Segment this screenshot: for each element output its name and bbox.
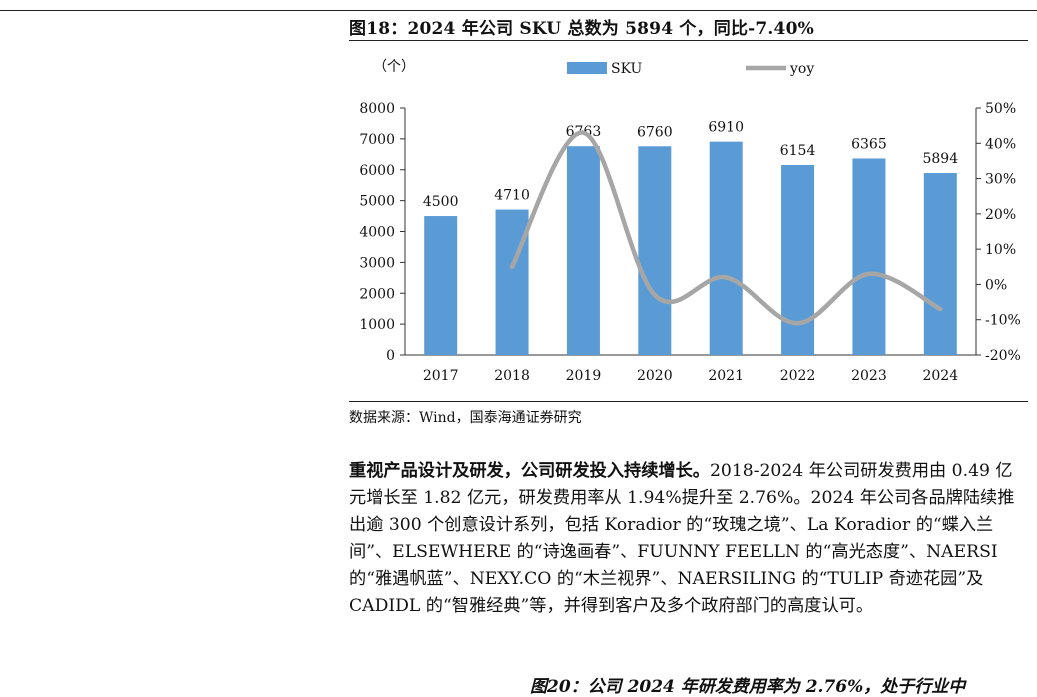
x-tick-label: 2023 bbox=[851, 368, 887, 384]
y-tick-label: 1000 bbox=[359, 317, 395, 333]
y-tick-label: 3000 bbox=[359, 255, 395, 271]
bar-data-label: 6760 bbox=[637, 124, 673, 140]
sku-chart: 0 1000 2000 3000 4000 5000 6000 7000 8000 -20% -10… bbox=[349, 41, 1030, 399]
bar-data-label: 6154 bbox=[780, 143, 816, 159]
sku-bar bbox=[495, 209, 529, 355]
sku-bar bbox=[852, 158, 886, 355]
sku-bar bbox=[709, 141, 743, 355]
yoy-line bbox=[509, 130, 943, 326]
sku-bar bbox=[566, 146, 600, 355]
source-note: 数据来源：Wind，国泰海通证券研究 bbox=[349, 410, 582, 426]
legend-yoy-label: yoy bbox=[789, 61, 814, 77]
y-tick-label: 2000 bbox=[359, 286, 395, 302]
y2-tick-label: 20% bbox=[985, 207, 1016, 223]
x-tick-label: 2021 bbox=[708, 368, 744, 384]
y2-tick-label: -10% bbox=[985, 313, 1021, 329]
y2-tick-label: 40% bbox=[985, 136, 1016, 152]
title-rule bbox=[349, 40, 1028, 41]
legend-sku-swatch bbox=[567, 62, 607, 74]
y2-tick-label: -20% bbox=[985, 348, 1021, 364]
sku-bar bbox=[781, 164, 815, 355]
y2-tick-label: 10% bbox=[985, 242, 1016, 258]
chart-svg: 0 1000 2000 3000 4000 5000 6000 7000 8000 -20% -10… bbox=[359, 59, 1021, 384]
y-unit-label: （个） bbox=[373, 59, 415, 75]
figure-title: 图18：2024 年公司 SKU 总数为 5894 个，同比-7.40% bbox=[349, 19, 814, 39]
y-tick-label: 5000 bbox=[359, 194, 395, 210]
sku-bar bbox=[638, 146, 672, 355]
x-tick-label: 2019 bbox=[566, 368, 602, 384]
y-tick-label: 7000 bbox=[359, 132, 395, 148]
bar-data-label: 6910 bbox=[708, 120, 744, 136]
y2-tick-label: 50% bbox=[985, 101, 1016, 117]
paragraph-lead: 重视产品设计及研发，公司研发投入持续增长。 bbox=[349, 461, 710, 481]
x-tick-label: 2017 bbox=[423, 368, 459, 384]
sku-bar bbox=[424, 216, 458, 355]
x-tick-label: 2024 bbox=[922, 368, 958, 384]
y-tick-label: 4000 bbox=[359, 225, 395, 241]
x-tick-label: 2020 bbox=[637, 368, 673, 384]
body-paragraph: 重视产品设计及研发，公司研发投入持续增长。2018-2024 年公司研发费用由 … bbox=[349, 458, 1029, 620]
bar-data-label: 5894 bbox=[922, 151, 958, 167]
paragraph-body: 2018-2024 年公司研发费用由 0.49 亿元增长至 1.82 亿元，研发… bbox=[349, 461, 1015, 616]
x-tick-label: 2018 bbox=[494, 368, 530, 384]
bar-data-label: 4710 bbox=[494, 188, 530, 204]
y-tick-label: 8000 bbox=[359, 101, 395, 117]
x-tick-label: 2022 bbox=[780, 368, 816, 384]
y2-tick-label: 30% bbox=[985, 172, 1016, 188]
y-tick-label: 0 bbox=[386, 348, 395, 364]
next-figure-title: 图20：公司 2024 年研发费用率为 2.76%，处于行业中 bbox=[530, 677, 966, 697]
y2-tick-label: 0% bbox=[985, 277, 1007, 293]
bar-data-label: 6365 bbox=[851, 136, 887, 152]
sku-bar bbox=[923, 173, 957, 355]
y-tick-label: 6000 bbox=[359, 163, 395, 179]
legend-sku-label: SKU bbox=[611, 61, 643, 77]
bar-data-label: 4500 bbox=[423, 194, 459, 210]
source-rule bbox=[349, 401, 1028, 402]
top-rule bbox=[0, 10, 1037, 11]
